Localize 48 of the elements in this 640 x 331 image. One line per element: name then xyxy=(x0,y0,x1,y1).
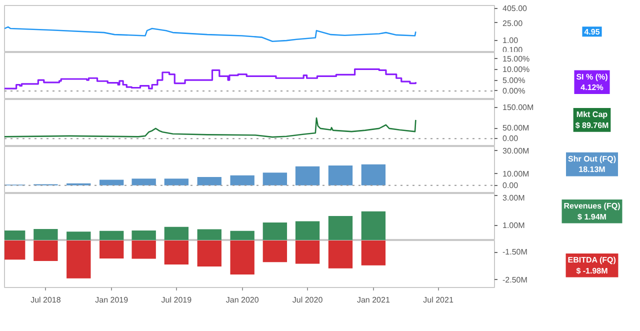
line-series xyxy=(4,26,416,42)
y-tick-label: 405.00 xyxy=(502,4,528,14)
y-tick-label: 25.00 xyxy=(502,18,524,28)
bar xyxy=(262,172,288,186)
bar xyxy=(295,166,320,186)
bar xyxy=(361,164,386,186)
x-tick-label: Jul 2021 xyxy=(423,296,454,304)
text: SI % (%) xyxy=(576,72,608,82)
y-tick-label: 150.00M xyxy=(502,102,534,112)
x-tick-label: Jan 2021 xyxy=(356,296,390,304)
y-tick-label: 10.00M xyxy=(502,169,530,178)
y-tick-label: 0.00 xyxy=(502,180,519,190)
x-tick-label: Jul 2019 xyxy=(161,296,192,304)
text: Shr Out (FQ) xyxy=(568,154,616,164)
x-tick-label: Jan 2020 xyxy=(226,296,260,304)
x-tick-label: Jul 2018 xyxy=(30,296,62,304)
bar xyxy=(230,230,254,240)
y-tick-label: 30.00M xyxy=(502,146,530,156)
text: $ 89.76M xyxy=(575,120,610,130)
bar xyxy=(100,180,124,186)
line-series xyxy=(4,117,416,138)
y-tick-label: 50.00M xyxy=(502,124,530,133)
y-tick-label: 15.00% xyxy=(502,54,530,64)
y-tick-label: 0.00% xyxy=(502,86,526,96)
bar xyxy=(132,178,156,186)
y-tick-label: -2.50M xyxy=(502,275,528,284)
text: EBITDA (FQ) xyxy=(568,255,616,264)
x-tick-label: Jul 2020 xyxy=(292,296,324,304)
text: Revenues (FQ) xyxy=(564,201,621,210)
bar xyxy=(164,178,189,186)
y-tick-label: 3.00M xyxy=(502,194,526,202)
bar xyxy=(230,175,254,186)
y-tick-label: -1.50M xyxy=(502,248,528,257)
text: $ 1.94M xyxy=(578,212,607,222)
y-tick-label: 10.00% xyxy=(502,65,530,74)
bar xyxy=(66,232,91,240)
y-tick-label: 5.00% xyxy=(502,76,526,85)
y-tick-label: 1.00 xyxy=(502,36,519,46)
text: 4.95 xyxy=(584,28,600,37)
text: 18.13M xyxy=(578,165,606,174)
y-tick-label: 1.00M xyxy=(502,220,526,230)
bar xyxy=(328,166,353,186)
y-tick-label: 0.00 xyxy=(502,134,519,144)
bar xyxy=(197,177,222,186)
text: $ -1.98M xyxy=(576,266,608,276)
x-tick-label: Jan 2019 xyxy=(95,296,129,304)
text: Mkt Cap xyxy=(576,110,608,120)
text: 4.12% xyxy=(580,83,604,92)
